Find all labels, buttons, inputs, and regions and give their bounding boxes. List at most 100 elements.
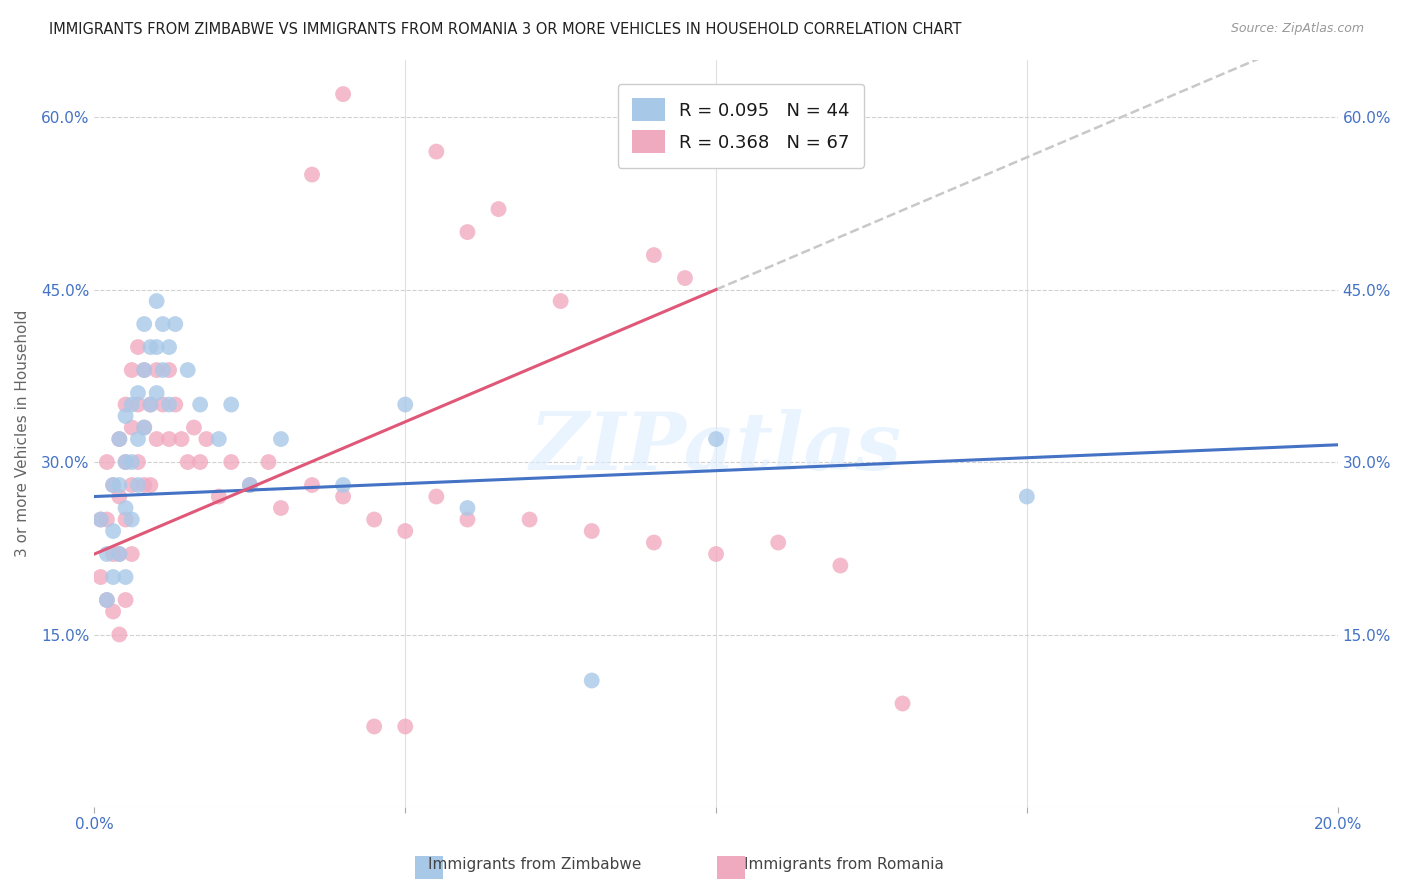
Point <box>188 398 211 412</box>
Point <box>96 547 118 561</box>
Point <box>108 490 131 504</box>
Point <box>127 455 149 469</box>
Point <box>90 570 112 584</box>
Point <box>96 593 118 607</box>
Point <box>114 398 136 412</box>
Point <box>90 512 112 526</box>
Point <box>134 420 156 434</box>
Point <box>114 593 136 607</box>
Point <box>425 490 447 504</box>
Point <box>108 547 131 561</box>
Point <box>157 432 180 446</box>
Point <box>643 535 665 549</box>
Point <box>830 558 852 573</box>
Point <box>332 490 354 504</box>
Point <box>332 478 354 492</box>
Point <box>90 512 112 526</box>
Point <box>581 524 603 538</box>
Point <box>704 547 727 561</box>
Point <box>581 673 603 688</box>
Point <box>456 501 478 516</box>
Point <box>114 570 136 584</box>
Point <box>177 455 200 469</box>
Point <box>101 547 124 561</box>
Point <box>127 478 149 492</box>
Text: IMMIGRANTS FROM ZIMBABWE VS IMMIGRANTS FROM ROMANIA 3 OR MORE VEHICLES IN HOUSEH: IMMIGRANTS FROM ZIMBABWE VS IMMIGRANTS F… <box>49 22 962 37</box>
Point <box>127 432 149 446</box>
Point <box>134 317 156 331</box>
Text: ZIPatlas: ZIPatlas <box>530 409 903 487</box>
Point <box>145 294 167 309</box>
Point <box>188 455 211 469</box>
Y-axis label: 3 or more Vehicles in Household: 3 or more Vehicles in Household <box>15 310 30 557</box>
Point <box>134 363 156 377</box>
Point <box>114 455 136 469</box>
Point <box>219 398 242 412</box>
Point <box>121 455 143 469</box>
Point <box>1015 490 1038 504</box>
Point <box>127 386 149 401</box>
Point <box>121 478 143 492</box>
Point <box>157 398 180 412</box>
Point <box>394 398 416 412</box>
Point <box>456 512 478 526</box>
Point <box>301 478 323 492</box>
Point <box>134 478 156 492</box>
Point <box>301 168 323 182</box>
Point <box>101 570 124 584</box>
Point <box>177 363 200 377</box>
Point <box>270 432 292 446</box>
Point <box>145 340 167 354</box>
Text: Source: ZipAtlas.com: Source: ZipAtlas.com <box>1230 22 1364 36</box>
Point <box>127 340 149 354</box>
Point <box>127 398 149 412</box>
Legend: R = 0.095   N = 44, R = 0.368   N = 67: R = 0.095 N = 44, R = 0.368 N = 67 <box>617 84 865 168</box>
Point <box>114 455 136 469</box>
Point <box>101 524 124 538</box>
Point <box>96 455 118 469</box>
Point <box>121 363 143 377</box>
Point <box>363 512 385 526</box>
Point <box>394 524 416 538</box>
Point <box>766 535 789 549</box>
Point <box>550 294 572 309</box>
Point <box>121 512 143 526</box>
Point <box>114 409 136 423</box>
Point <box>152 317 174 331</box>
Point <box>332 87 354 101</box>
Point <box>108 432 131 446</box>
Point <box>704 432 727 446</box>
Point <box>96 512 118 526</box>
Point <box>108 547 131 561</box>
Point <box>195 432 218 446</box>
Point <box>108 478 131 492</box>
Point <box>101 478 124 492</box>
Point <box>121 398 143 412</box>
Point <box>239 478 262 492</box>
Point <box>101 478 124 492</box>
Point <box>145 386 167 401</box>
Point <box>643 248 665 262</box>
Point <box>145 432 167 446</box>
Point <box>219 455 242 469</box>
Point <box>488 202 510 216</box>
Point <box>145 363 167 377</box>
Point <box>519 512 541 526</box>
Point <box>139 340 162 354</box>
Point <box>456 225 478 239</box>
Point <box>183 420 205 434</box>
Point <box>157 363 180 377</box>
Point <box>114 512 136 526</box>
Point <box>114 501 136 516</box>
Point <box>139 478 162 492</box>
Point <box>394 719 416 733</box>
Point <box>101 605 124 619</box>
Point <box>134 363 156 377</box>
Point <box>108 627 131 641</box>
Point <box>157 340 180 354</box>
Point <box>673 271 696 285</box>
Point <box>891 697 914 711</box>
Point <box>139 398 162 412</box>
Point <box>134 420 156 434</box>
Point <box>208 432 231 446</box>
